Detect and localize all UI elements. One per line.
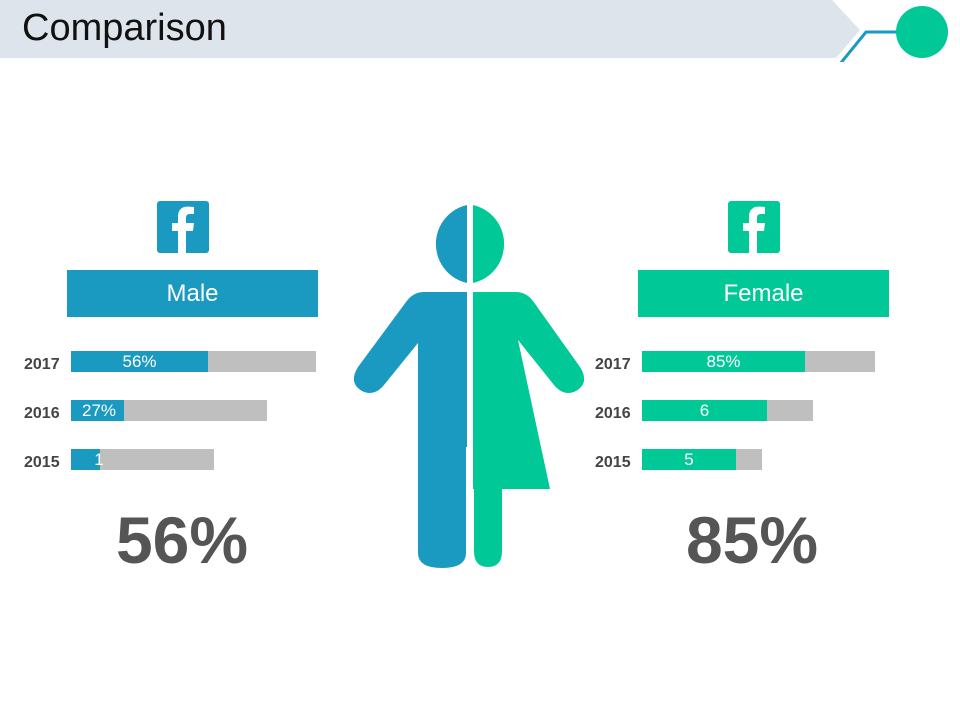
male-female-figure-icon [353,205,585,568]
male-headline-value: 56% [115,503,249,577]
female-headline-value: 85% [685,503,819,577]
bar-fill [642,400,767,421]
page-title: Comparison [22,7,227,49]
female-header: Female [638,270,889,317]
bar-track: 56% [71,351,316,372]
bar-value-label: 56% [122,352,157,371]
bar-value-label: 5 [684,450,694,469]
bar-fill [71,351,208,372]
facebook-icon [728,201,780,253]
bar-value-label: 85% [706,352,741,371]
year-label: 2016 [595,405,631,422]
bar-track: 85% [642,351,875,372]
bar-track: 5 [642,449,762,470]
year-label: 2015 [24,454,60,471]
year-label: 2015 [595,454,631,471]
bar-fill [71,400,124,421]
bar-fill [642,449,736,470]
year-label: 2017 [24,356,60,373]
year-label: 2016 [24,405,60,422]
bar-value-label: 1 [94,450,104,469]
bar-track: 27% [71,400,267,421]
title-band [0,0,948,62]
bar-track: 6 [642,400,813,421]
bar-track: 1 [71,449,214,470]
facebook-icon [157,201,209,253]
year-label: 2017 [595,356,631,373]
male-header: Male [67,270,318,317]
bar-value-label: 27% [81,401,117,420]
bar-fill [71,449,100,470]
bar-value-label: 6 [699,401,710,420]
bar-fill [642,351,805,372]
